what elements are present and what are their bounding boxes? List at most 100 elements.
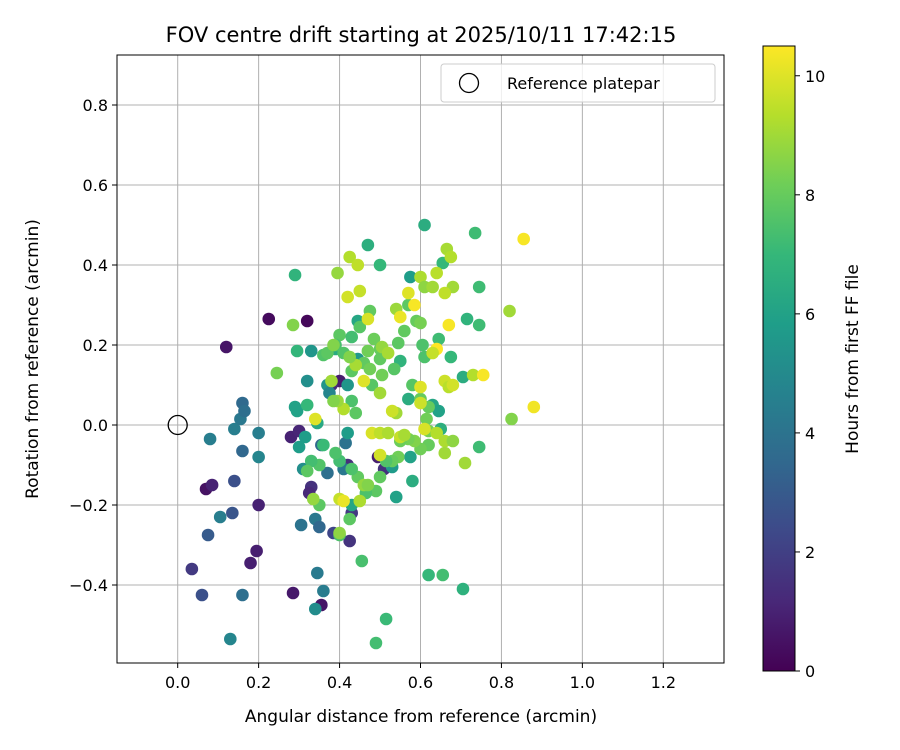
data-point [353, 494, 367, 508]
data-point [224, 632, 237, 646]
data-point [329, 446, 342, 460]
colorbar-gradient [762, 45, 796, 672]
colorbar-tick-label: 8 [805, 186, 815, 205]
y-tick-label: 0.0 [83, 416, 108, 435]
data-point [290, 404, 304, 418]
y-tick-label: −0.4 [69, 576, 108, 595]
data-point [185, 562, 199, 576]
data-point [288, 268, 302, 282]
data-point [300, 464, 314, 478]
data-point [432, 404, 446, 418]
data-point [343, 512, 356, 526]
y-axis: −0.4 −0.2 0.0 0.2 0.4 0.6 0.8 [69, 96, 117, 595]
x-tick-label: 1.2 [651, 673, 676, 692]
data-point [468, 226, 482, 240]
colorbar-tick-label: 4 [805, 424, 815, 443]
data-point [304, 454, 318, 468]
grid [117, 55, 724, 663]
legend-box [440, 63, 716, 103]
data-point [404, 270, 417, 284]
data-point [238, 404, 251, 418]
data-point [446, 378, 460, 392]
legend: Reference platepar [440, 63, 716, 103]
data-point [456, 370, 470, 384]
data-point [466, 368, 480, 382]
chart-title: FOV centre drift starting at 2025/10/11 … [166, 23, 677, 47]
data-point [422, 568, 435, 582]
data-point [369, 636, 383, 650]
data-point [308, 412, 322, 426]
data-point [339, 436, 352, 450]
data-point [341, 290, 354, 304]
data-point [389, 490, 403, 504]
data-point [353, 284, 367, 298]
colorbar-tick-label: 10 [805, 67, 825, 86]
data-point [357, 374, 371, 388]
data-point [290, 344, 304, 358]
data-point [373, 258, 387, 272]
data-point [414, 270, 427, 284]
data-point [456, 582, 470, 596]
data-point [472, 318, 486, 332]
data-points [185, 218, 541, 650]
x-axis-label: Angular distance from reference (arcmin) [245, 707, 597, 727]
data-point [341, 426, 354, 440]
data-point [387, 362, 401, 376]
data-point [426, 280, 439, 294]
x-tick-label: 0.0 [165, 673, 190, 692]
data-point [420, 412, 433, 426]
data-point [298, 430, 312, 444]
legend-entry-label: Reference platepar [507, 74, 660, 93]
reference-marker-layer [167, 414, 188, 436]
data-point [418, 422, 431, 436]
data-point [430, 426, 443, 440]
data-point [343, 534, 356, 548]
data-point [203, 432, 217, 446]
data-point [343, 250, 356, 264]
x-tick-label: 0.6 [408, 673, 433, 692]
data-point [327, 394, 340, 408]
data-point [438, 286, 452, 300]
data-point [300, 314, 314, 328]
y-tick-label: 0.6 [83, 176, 108, 195]
data-point [393, 310, 407, 324]
data-point [327, 338, 340, 352]
x-axis: 0.0 0.2 0.4 0.6 0.8 1.0 1.2 [165, 663, 676, 692]
data-point [201, 528, 215, 542]
data-point [476, 368, 490, 382]
data-point [446, 434, 460, 448]
data-point [331, 266, 344, 280]
data-point [226, 506, 239, 520]
data-point [442, 318, 456, 332]
legend-marker-icon [458, 72, 480, 94]
data-point [349, 406, 363, 420]
data-point [195, 588, 209, 602]
data-point [363, 362, 377, 376]
data-point [505, 412, 518, 426]
data-point [300, 374, 314, 388]
data-point [252, 426, 265, 440]
x-tick-label: 0.8 [489, 673, 514, 692]
data-point [472, 280, 486, 294]
data-point [444, 350, 458, 364]
data-point [373, 470, 387, 484]
data-point [250, 544, 263, 558]
data-point [270, 366, 284, 380]
data-point [503, 304, 516, 318]
data-point [341, 378, 354, 392]
colorbar: 0 2 4 6 8 10 Hours from first FF file [762, 45, 863, 681]
data-point [416, 338, 429, 352]
data-point [361, 344, 375, 358]
data-point [345, 330, 359, 344]
data-point [517, 232, 530, 246]
data-point [430, 266, 443, 280]
data-point [351, 258, 365, 272]
y-axis-label: Rotation from reference (arcmin) [23, 219, 43, 499]
y-tick-label: −0.2 [69, 496, 108, 515]
colorbar-label: Hours from first FF file [843, 264, 863, 454]
data-point [228, 422, 241, 436]
data-point [345, 462, 359, 476]
data-point [292, 440, 306, 454]
data-point [300, 398, 314, 412]
colorbar-tick-label: 6 [805, 305, 815, 324]
